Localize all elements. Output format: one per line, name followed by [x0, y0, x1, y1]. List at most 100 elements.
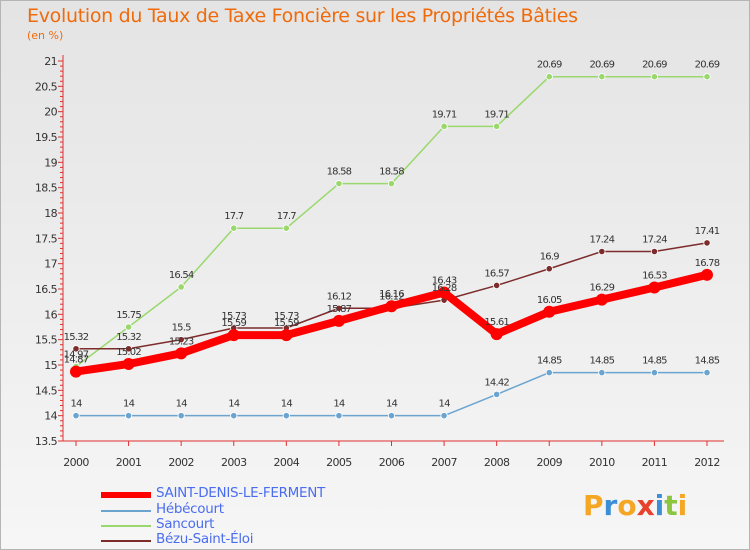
- data-point: [72, 345, 80, 353]
- data-label: 16.28: [432, 283, 457, 294]
- chart-title: Evolution du Taux de Taxe Foncière sur l…: [27, 5, 578, 27]
- data-point: [335, 304, 343, 312]
- data-label: 15.02: [116, 347, 141, 358]
- data-label: 14.97: [64, 350, 89, 361]
- data-label: 14.42: [484, 377, 509, 388]
- y-tick-label: 18: [44, 207, 57, 220]
- data-point: [124, 323, 133, 331]
- data-label: 14.87: [64, 355, 89, 366]
- data-point: [332, 314, 345, 327]
- data-label: 16.12: [379, 291, 404, 302]
- legend-label: Bézu-Saint-Éloi: [156, 531, 254, 547]
- y-tick-label: 19.5: [35, 131, 58, 144]
- legend-label: Sancourt: [156, 516, 215, 532]
- data-point: [545, 368, 553, 377]
- data-label: 15.59: [274, 318, 299, 329]
- data-label: 14.85: [590, 356, 615, 367]
- y-tick-label: 14.5: [35, 384, 58, 397]
- data-label: 15.61: [484, 317, 509, 328]
- data-label: 15.73: [221, 311, 246, 322]
- x-tick-label: 2011: [642, 456, 668, 469]
- y-tick-label: 14: [44, 410, 57, 423]
- data-label: 15.5: [172, 323, 192, 334]
- y-tick-label: 20.5: [35, 80, 58, 93]
- y-tick-label: 19: [44, 156, 57, 169]
- data-label: 20.69: [642, 60, 667, 71]
- data-point: [598, 247, 606, 256]
- data-point: [177, 412, 185, 420]
- data-label: 15.75: [116, 310, 141, 321]
- x-tick-label: 2004: [274, 456, 300, 469]
- logo-letter: o: [617, 489, 637, 522]
- data-label: 14: [439, 399, 451, 410]
- data-label: 15.23: [169, 336, 194, 347]
- x-tick-label: 2006: [379, 456, 405, 469]
- data-label: 17.7: [224, 211, 244, 222]
- data-point: [385, 300, 398, 313]
- data-label: 14: [386, 399, 398, 410]
- y-tick-label: 20: [44, 106, 57, 119]
- x-tick-label: 2002: [168, 456, 194, 469]
- data-point: [438, 286, 451, 299]
- data-point: [335, 412, 343, 420]
- data-point: [177, 283, 185, 291]
- logo-letter: x: [636, 489, 655, 522]
- data-label: 16.12: [327, 291, 352, 302]
- data-point: [598, 73, 606, 81]
- data-label: 15.87: [327, 304, 352, 315]
- y-tick-label: 16.5: [35, 283, 58, 296]
- y-tick-label: 13.5: [35, 435, 58, 448]
- data-label: 17.24: [642, 235, 667, 246]
- data-point: [72, 412, 80, 420]
- data-point: [545, 265, 553, 273]
- data-label: 14.85: [695, 356, 720, 367]
- legend-swatch: [101, 540, 151, 542]
- data-point: [650, 73, 659, 81]
- data-label: 17.7: [277, 211, 297, 222]
- data-label: 15.32: [116, 332, 141, 343]
- data-label: 17.41: [695, 226, 720, 237]
- data-point: [493, 390, 501, 398]
- legend-swatch: [101, 492, 151, 498]
- data-point: [545, 73, 553, 81]
- data-label: 14: [70, 399, 82, 410]
- data-point: [490, 328, 503, 341]
- data-point: [543, 305, 556, 318]
- y-tick-label: 17.5: [35, 232, 58, 245]
- data-label: 14: [123, 399, 135, 410]
- data-label: 14: [281, 399, 293, 410]
- x-tick-label: 2008: [484, 456, 510, 469]
- logo-letter: r: [603, 489, 618, 522]
- data-point: [595, 293, 608, 306]
- data-label: 15.59: [221, 318, 246, 329]
- logo-letter: i: [677, 489, 688, 522]
- data-point: [280, 329, 293, 342]
- logo-letter: t: [664, 489, 678, 522]
- y-tick-label: 15.5: [35, 334, 58, 347]
- data-point: [175, 347, 188, 360]
- data-label: 16.57: [484, 268, 509, 279]
- legend-label: Hébécourt: [156, 501, 224, 517]
- data-label: 15.32: [64, 332, 89, 343]
- data-label: 16.9: [540, 252, 560, 263]
- proxiti-logo: Proxiti: [583, 489, 687, 522]
- data-label: 16.43: [432, 276, 457, 287]
- x-tick-label: 2000: [63, 456, 89, 469]
- data-point: [650, 247, 659, 256]
- data-point: [70, 365, 82, 378]
- data-label: 20.69: [537, 60, 562, 71]
- data-point: [387, 180, 396, 188]
- data-point: [230, 412, 238, 420]
- data-label: 17.24: [590, 235, 615, 246]
- data-label: 18.58: [327, 167, 352, 178]
- data-label: 16.05: [537, 295, 562, 306]
- data-point: [124, 345, 133, 353]
- y-tick-label: 16: [44, 308, 57, 321]
- y-tick-label: 17: [44, 258, 57, 271]
- y-tick-label: 15: [44, 359, 57, 372]
- data-label: 14: [333, 399, 345, 410]
- data-point: [703, 239, 711, 247]
- data-point: [282, 224, 290, 232]
- data-label: 20.69: [590, 60, 615, 71]
